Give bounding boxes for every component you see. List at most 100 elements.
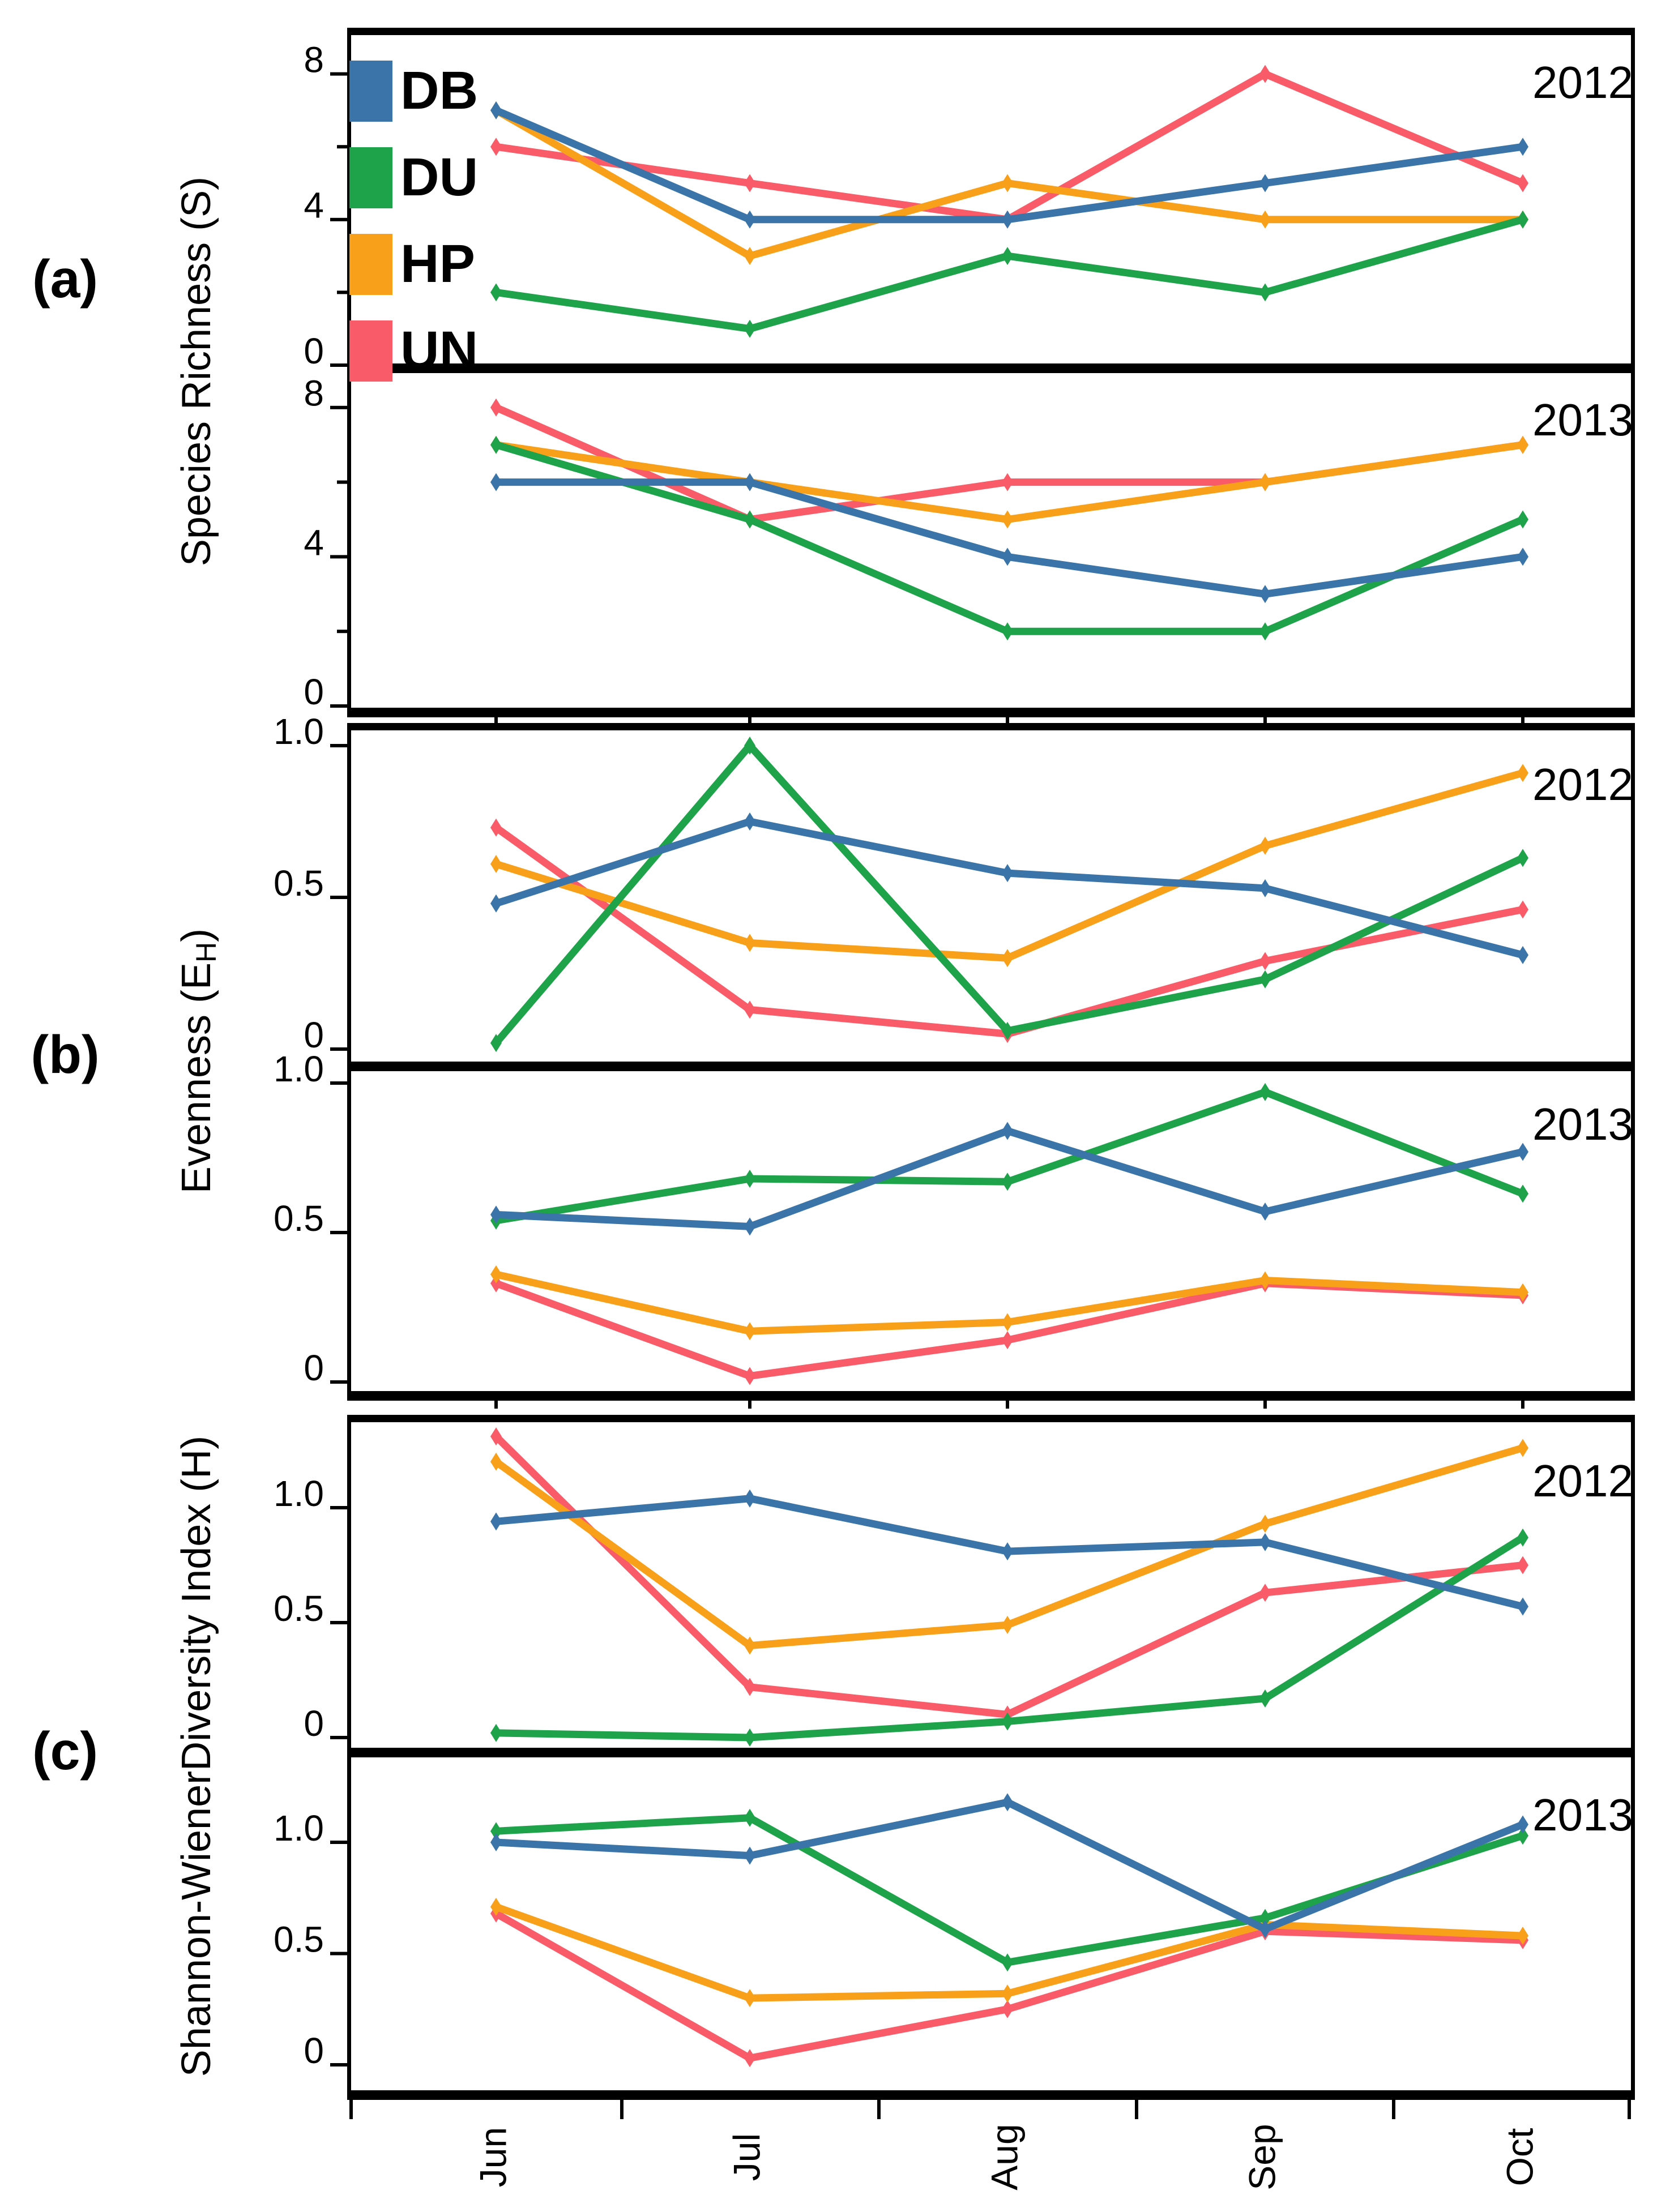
x-minor-tick-b-0	[494, 1401, 498, 1409]
data-point-db-a-2013-jun	[490, 473, 502, 491]
y-minor-tick-a-2012-0	[337, 290, 347, 294]
data-point-db-c-2013-jul	[744, 1846, 755, 1865]
data-point-du-a-2013-sep	[1259, 622, 1271, 641]
data-point-hp-c-2012-oct	[1517, 1439, 1528, 1457]
y-tick-b-2013-2	[330, 1081, 347, 1085]
legend-swatch-db	[349, 61, 392, 122]
data-point-du-b-2012-jun	[490, 1034, 502, 1052]
legend-label-du: DU	[400, 147, 478, 207]
y-tick-label-c-2013-2: 1.0	[274, 1808, 324, 1849]
data-point-du-a-2013-jun	[490, 435, 502, 454]
y-tick-a-2013-2	[330, 405, 347, 409]
data-point-du-b-2012-sep	[1259, 970, 1271, 989]
y-minor-tick-a-2013-1	[337, 480, 347, 484]
data-point-db-b-2012-jul	[744, 812, 755, 831]
y-tick-label-b-2012-0: 0	[304, 1015, 324, 1055]
y-tick-c-2012-1	[330, 1621, 347, 1624]
year-label-b-2012: 2012	[1532, 759, 1633, 810]
data-point-hp-c-2013-jun	[490, 1897, 502, 1916]
x-axis-tick-2	[877, 2100, 881, 2119]
data-point-db-b-2012-sep	[1259, 879, 1271, 897]
y-axis-title-c: Shannon-WienerDiversity Index (H)	[174, 1436, 219, 2077]
data-point-du-a-2012-jun	[490, 283, 502, 302]
x-axis-tick-1	[620, 2100, 623, 2119]
y-tick-label-a-2013-0: 0	[304, 671, 324, 712]
data-point-hp-a-2013-aug	[1002, 510, 1013, 529]
x-minor-tick-b-2	[1006, 1401, 1009, 1409]
data-point-db-c-2013-sep	[1259, 1920, 1271, 1939]
series-line-un-b-2013	[492, 1280, 1527, 1380]
data-point-du-c-2012-sep	[1259, 1689, 1271, 1708]
data-point-db-a-2012-sep	[1259, 174, 1271, 192]
data-point-db-c-2012-aug	[1002, 1542, 1013, 1561]
data-point-du-c-2013-sep	[1259, 1909, 1271, 1927]
y-tick-c-2013-0	[330, 2063, 347, 2066]
data-point-un-c-2012-jun	[490, 1427, 502, 1446]
data-point-hp-c-2013-jul	[744, 1989, 755, 2008]
data-point-db-c-2013-aug	[1002, 1793, 1013, 1812]
data-point-hp-b-2012-jun	[490, 855, 502, 874]
y-axis-title-b: Evenness (EH)	[174, 929, 222, 1193]
x-minor-tick-a-0	[494, 717, 498, 725]
data-point-du-c-2012-oct	[1517, 1528, 1528, 1547]
data-point-du-a-2013-jul	[744, 510, 755, 529]
y-tick-label-a-2013-2: 8	[304, 373, 324, 414]
data-point-du-b-2013-oct	[1517, 1184, 1528, 1203]
y-tick-label-c-2012-1: 0.5	[274, 1588, 324, 1629]
x-axis-tick-4	[1392, 2100, 1395, 2119]
data-point-db-c-2012-jun	[490, 1512, 502, 1531]
x-axis-tick-3	[1135, 2100, 1138, 2119]
y-tick-label-b-2013-1: 0.5	[274, 1198, 324, 1239]
y-tick-label-c-2013-0: 0	[304, 2030, 324, 2071]
data-point-db-b-2012-jun	[490, 894, 502, 913]
data-point-db-b-2012-oct	[1517, 945, 1528, 964]
data-point-db-b-2013-jun	[490, 1205, 502, 1224]
panel-a-bottom-border	[347, 708, 1635, 717]
panel-c-top-border	[347, 1415, 1635, 1422]
x-minor-tick-b-3	[1263, 1401, 1267, 1409]
data-point-db-b-2013-sep	[1259, 1203, 1271, 1221]
data-point-db-a-2013-oct	[1517, 547, 1528, 566]
data-point-un-b-2012-jul	[744, 1000, 755, 1019]
data-point-hp-b-2013-jul	[744, 1322, 755, 1341]
data-point-du-a-2012-oct	[1517, 210, 1528, 229]
x-minor-tick-a-3	[1263, 717, 1267, 725]
data-point-db-b-2013-jul	[744, 1217, 755, 1236]
panel-a-top-border	[347, 28, 1635, 35]
y-tick-label-a-2012-2: 8	[304, 40, 324, 80]
y-tick-b-2012-2	[330, 744, 347, 747]
data-point-hp-b-2012-aug	[1002, 949, 1013, 968]
data-point-du-a-2012-jul	[744, 319, 755, 338]
y-tick-label-b-2013-0: 0	[304, 1347, 324, 1388]
legend-label-un: UN	[400, 320, 478, 380]
panel-a-right-spine	[1631, 28, 1635, 716]
series-line-hp-c-2013	[492, 1903, 1527, 2002]
data-point-db-c-2012-jul	[744, 1489, 755, 1508]
data-point-du-b-2012-oct	[1517, 849, 1528, 867]
data-point-un-b-2013-aug	[1002, 1331, 1013, 1350]
data-point-hp-b-2012-oct	[1517, 764, 1528, 782]
y-tick-label-b-2012-1: 0.5	[274, 863, 324, 904]
data-point-hp-a-2013-sep	[1259, 473, 1271, 491]
panel-letter-a: (a)	[32, 249, 98, 309]
panel-c-year-divider	[347, 1748, 1635, 1757]
panel-b-year-divider	[347, 1062, 1635, 1071]
data-point-hp-c-2012-jun	[490, 1452, 502, 1471]
panel-letter-b: (b)	[31, 1025, 99, 1085]
y-tick-label-c-2013-1: 0.5	[274, 1919, 324, 1959]
data-point-un-a-2012-jul	[744, 174, 755, 192]
series-line-du-a-2012	[492, 216, 1527, 333]
x-tick-label-jul: Jul	[725, 2133, 767, 2181]
series-line-du-b-2013	[492, 1088, 1527, 1225]
data-point-un-c-2012-oct	[1517, 1556, 1528, 1575]
data-point-hp-c-2013-oct	[1517, 1927, 1528, 1945]
data-point-hp-c-2012-jul	[744, 1636, 755, 1655]
panel-c-right-spine	[1631, 1415, 1635, 2099]
data-point-hp-b-2012-jul	[744, 934, 755, 952]
data-point-db-a-2013-sep	[1259, 585, 1271, 604]
panel-letter-c: (c)	[32, 1721, 98, 1781]
data-point-du-b-2012-jul	[744, 737, 755, 755]
data-point-du-c-2012-aug	[1002, 1712, 1013, 1731]
